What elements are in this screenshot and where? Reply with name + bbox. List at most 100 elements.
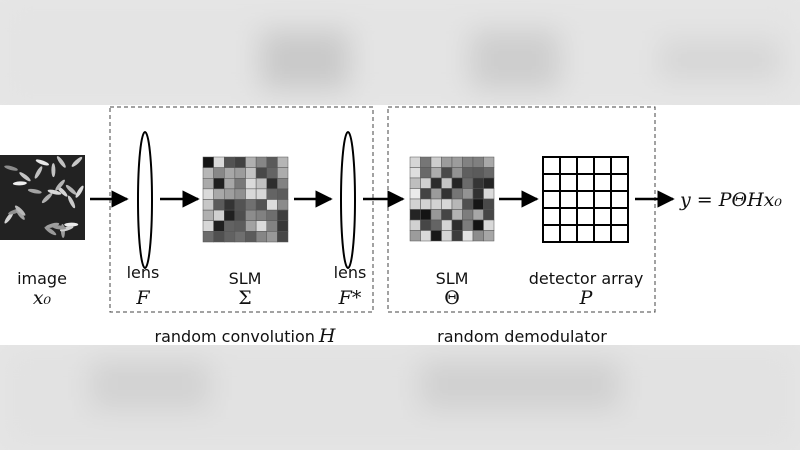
pattern-cell (71, 156, 83, 167)
label: SLM (436, 269, 469, 288)
pattern-cell (245, 231, 257, 243)
pattern-cell (213, 199, 225, 211)
pattern-cell (441, 177, 453, 189)
pattern-cell (409, 230, 421, 242)
pattern-cell (65, 184, 77, 195)
pattern-cell (472, 156, 484, 168)
pattern-cell (409, 219, 421, 231)
pattern-cell (224, 220, 236, 232)
group-caption: random demodulator (437, 327, 607, 346)
group-label: random convolution (155, 327, 315, 346)
group-caption: random convolution H (155, 325, 336, 347)
pattern-cell (213, 209, 225, 221)
pattern-cell (234, 188, 246, 200)
pattern-cell (483, 219, 495, 231)
pattern-cell (234, 220, 246, 232)
pattern-cell (441, 198, 453, 210)
pattern-cell (255, 209, 267, 221)
pattern-cell (202, 167, 214, 179)
pattern-cell (245, 167, 257, 179)
pattern-cell (224, 209, 236, 221)
pattern-cell (420, 177, 432, 189)
pattern-cell (202, 178, 214, 190)
pattern-cell (451, 167, 463, 179)
pattern-cell (462, 156, 474, 168)
pattern-cell (409, 198, 421, 210)
pattern-cell (277, 220, 289, 232)
pattern-cell (483, 167, 495, 179)
pattern-cell (202, 199, 214, 211)
pattern-cell (472, 177, 484, 189)
pattern-cell (41, 192, 53, 204)
lens (137, 131, 153, 269)
pattern-cell (277, 188, 289, 200)
pattern-cell (441, 156, 453, 168)
pattern-cell (483, 198, 495, 210)
pattern-cell (472, 209, 484, 221)
label: detector array (529, 269, 644, 288)
pattern-cell (213, 188, 225, 200)
pattern-cell (483, 188, 495, 200)
pattern-cell (234, 209, 246, 221)
pattern-cell (224, 231, 236, 243)
pattern-cell (451, 156, 463, 168)
pattern-cell (255, 220, 267, 232)
pattern-cell (14, 205, 26, 216)
pattern-cell (75, 185, 84, 198)
pattern-cell (462, 209, 474, 221)
slm-pattern (202, 156, 289, 243)
pattern-cell (213, 156, 225, 168)
pattern-cell (15, 208, 25, 220)
group-symbol: H (318, 325, 336, 347)
pattern-cell (245, 220, 257, 232)
pattern-cell (472, 188, 484, 200)
pattern-cell (266, 178, 278, 190)
label: SLM (229, 269, 262, 288)
pattern-cell (451, 198, 463, 210)
pattern-cell (51, 163, 56, 178)
pattern-cell (462, 167, 474, 179)
pattern-cell (277, 167, 289, 179)
input-image (0, 155, 85, 240)
slm-pattern (409, 156, 495, 242)
pattern-cell (409, 209, 421, 221)
pattern-cell (441, 167, 453, 179)
pattern-cell (420, 209, 432, 221)
pattern-cell (67, 195, 76, 209)
pattern-cell (56, 156, 66, 168)
pattern-cell (451, 188, 463, 200)
pattern-cell (224, 188, 236, 200)
pattern-cell (277, 209, 289, 221)
symbol: F (135, 287, 150, 309)
pattern-cell (472, 167, 484, 179)
pattern-cell (266, 209, 278, 221)
pattern-cell (462, 219, 474, 231)
pattern-cell (202, 220, 214, 232)
pattern-cell (451, 177, 463, 189)
label: image (17, 269, 67, 288)
group-box (387, 106, 656, 313)
pattern-cell (245, 178, 257, 190)
pattern-cell (224, 178, 236, 190)
pattern-cell (451, 230, 463, 242)
pattern-cell (420, 156, 432, 168)
pattern-cell (441, 188, 453, 200)
pattern-cell (202, 188, 214, 200)
pattern-cell (451, 219, 463, 231)
pattern-cell (483, 209, 495, 221)
pattern-cell (430, 167, 442, 179)
pattern-cell (55, 179, 65, 191)
pattern-cell (441, 209, 453, 221)
pattern-cell (245, 199, 257, 211)
pattern-cell (202, 209, 214, 221)
pattern-cell (245, 156, 257, 168)
pattern-cell (472, 230, 484, 242)
pattern-cell (234, 231, 246, 243)
pattern-cell (430, 230, 442, 242)
pattern-cell (483, 177, 495, 189)
pattern-cell (266, 188, 278, 200)
pattern-cell (224, 199, 236, 211)
pattern-cell (27, 188, 42, 194)
